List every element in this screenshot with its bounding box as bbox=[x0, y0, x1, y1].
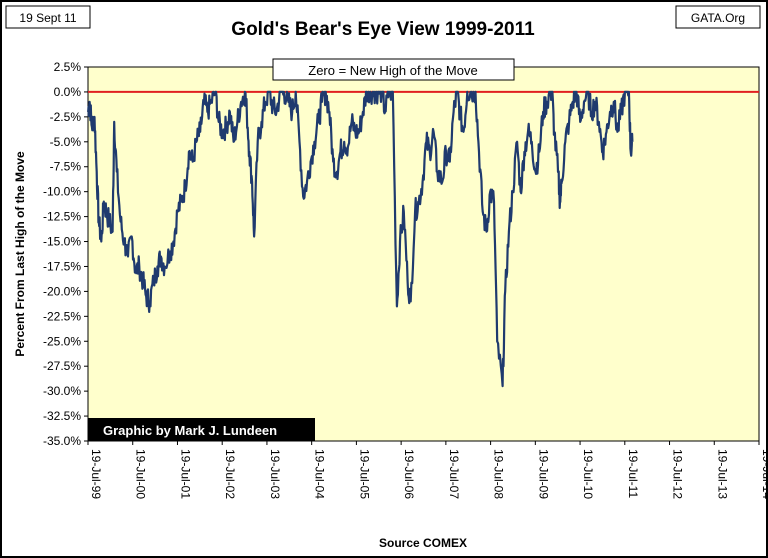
y-tick-label: -12.5% bbox=[43, 210, 81, 224]
x-tick-label: 19-Jul-06 bbox=[402, 449, 416, 499]
y-tick-label: -10.0% bbox=[43, 185, 81, 199]
y-tick-label: -35.0% bbox=[43, 434, 81, 448]
x-tick-label: 19-Jul-13 bbox=[715, 449, 729, 499]
y-tick-label: -32.5% bbox=[43, 409, 81, 423]
x-tick-label: 19-Jul-05 bbox=[357, 449, 371, 499]
date-stamp: 19 Sept 11 bbox=[19, 11, 76, 25]
x-tick-label: 19-Jul-01 bbox=[178, 449, 192, 499]
x-tick-label: 19-Jul-08 bbox=[492, 449, 506, 499]
y-tick-label: -20.0% bbox=[43, 284, 81, 298]
x-tick-label: 19-Jul-10 bbox=[581, 449, 595, 499]
y-tick-label: -7.5% bbox=[50, 160, 82, 174]
y-tick-label: -2.5% bbox=[50, 110, 82, 124]
x-tick-label: 19-Jul-03 bbox=[268, 449, 282, 499]
y-axis: 2.5% 0.0% -2.5% -5.0% -7.5% -10.0% -12.5% -15.0… bbox=[43, 60, 88, 448]
y-tick-label: 0.0% bbox=[54, 85, 82, 99]
x-tick-label: 19-Jul-99 bbox=[89, 449, 103, 499]
y-tick-label: -15.0% bbox=[43, 235, 81, 249]
y-tick-label: -27.5% bbox=[43, 359, 81, 373]
y-tick-label: -17.5% bbox=[43, 259, 81, 273]
x-axis: 19-Jul-99 19-Jul-00 19-Jul-01 19-Jul-02 19-J… bbox=[87, 441, 766, 499]
x-tick-label: 19-Jul-00 bbox=[134, 449, 148, 499]
zero-note: Zero = New High of the Move bbox=[308, 63, 477, 78]
x-tick-label: 19-Jul-14 bbox=[760, 449, 766, 499]
y-tick-label: 2.5% bbox=[54, 60, 82, 74]
date-stamp-box bbox=[5, 5, 91, 29]
x-tick-label: 19-Jul-07 bbox=[447, 449, 461, 499]
credit-box bbox=[88, 418, 315, 441]
x-tick-label: 19-Jul-02 bbox=[223, 449, 237, 499]
source-tag-box bbox=[675, 5, 761, 29]
y-tick-label: -25.0% bbox=[43, 334, 81, 348]
x-tick-label: 19-Jul-04 bbox=[313, 449, 327, 499]
y-tick-label: -30.0% bbox=[43, 384, 81, 398]
credit-text: Graphic by Mark J. Lundeen bbox=[103, 423, 277, 438]
chart-title: Gold's Bear's Eye View 1999-2011 bbox=[231, 19, 535, 40]
x-tick-label: 19-Jul-12 bbox=[671, 449, 685, 499]
x-tick-label: 19-Jul-09 bbox=[536, 449, 550, 499]
source-tag: GATA.Org bbox=[691, 11, 745, 25]
x-axis-title: Source COMEX bbox=[379, 536, 467, 550]
zero-note-box bbox=[272, 58, 515, 81]
y-tick-label: -5.0% bbox=[50, 135, 82, 149]
plot-area bbox=[87, 66, 760, 442]
y-axis-title: Percent From Last High of the Move bbox=[13, 151, 27, 357]
series-line bbox=[86, 90, 634, 388]
y-tick-label: -22.5% bbox=[43, 309, 81, 323]
x-tick-label: 19-Jul-11 bbox=[626, 449, 640, 498]
